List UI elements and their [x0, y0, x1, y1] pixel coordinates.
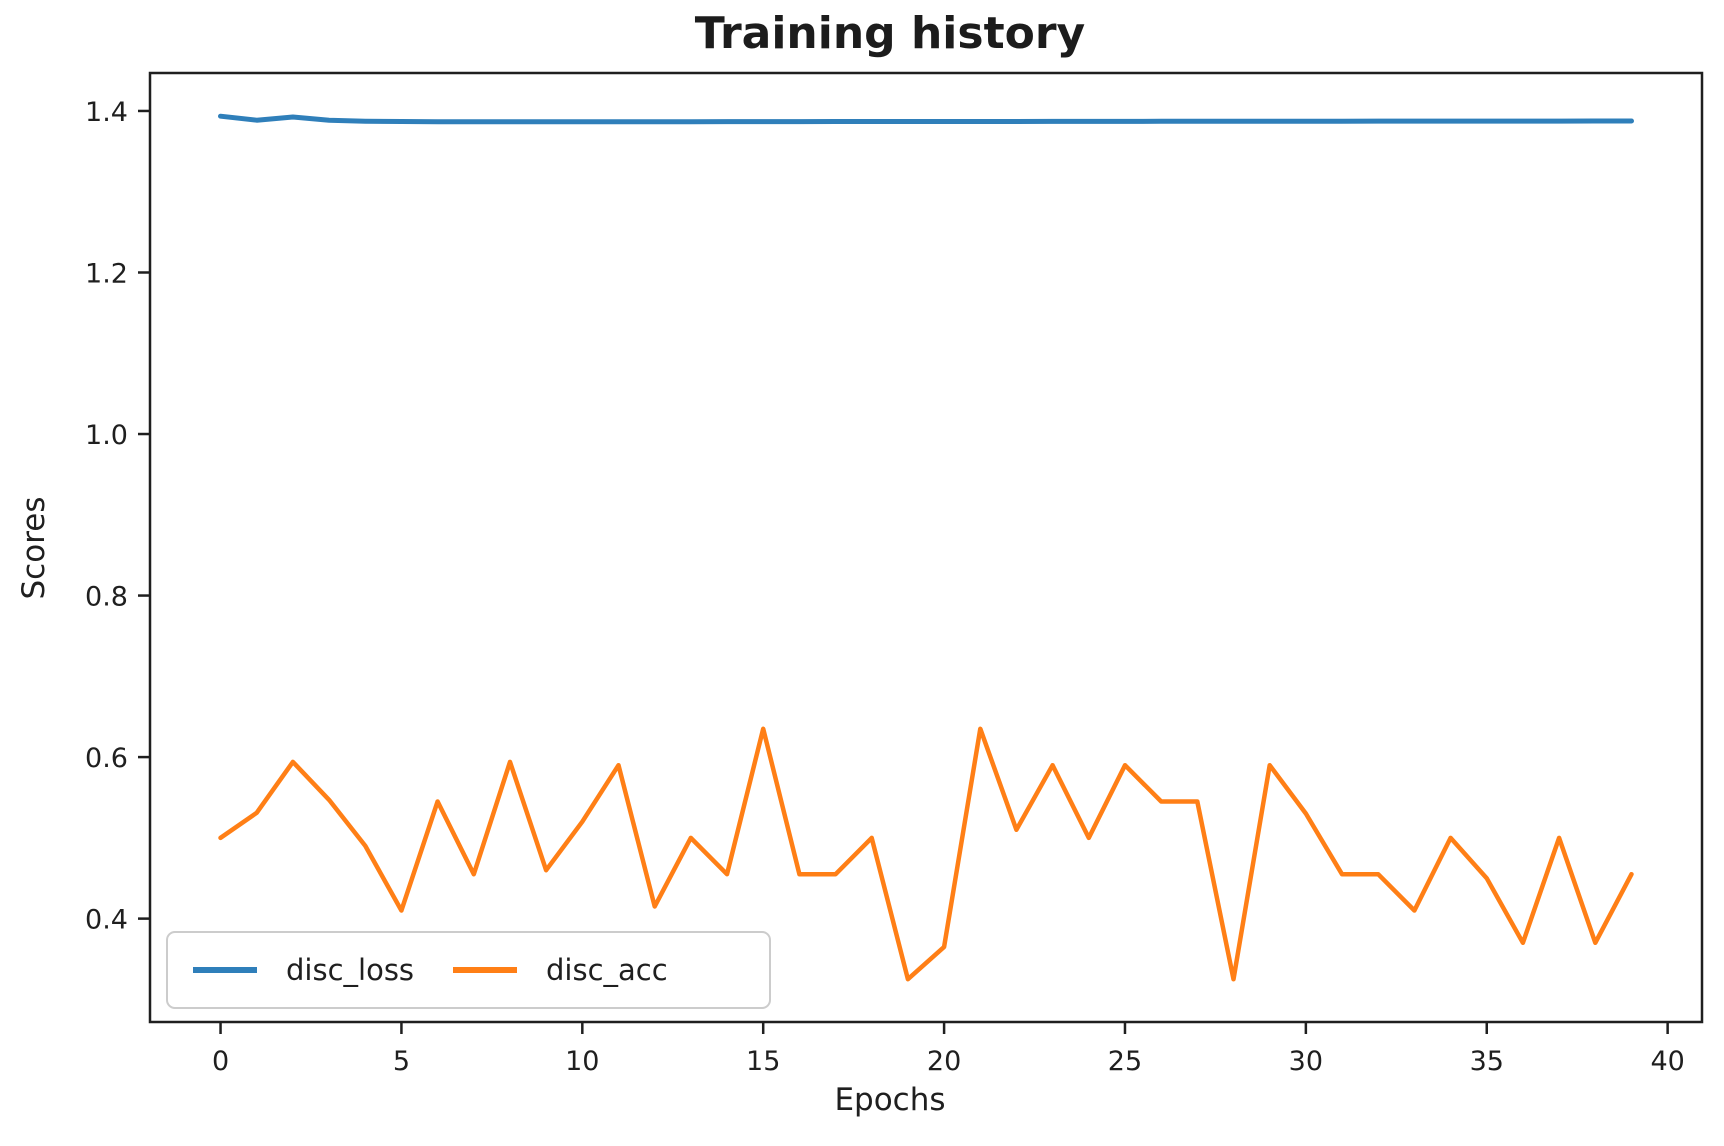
chart-title: Training history	[694, 8, 1086, 59]
x-tick-label: 20	[927, 1046, 961, 1077]
x-tick-label: 15	[746, 1046, 780, 1077]
series-line-disc_loss	[218, 113, 1634, 125]
y-tick-label: 1.0	[85, 420, 128, 451]
y-tick-label: 1.4	[85, 97, 128, 128]
x-tick-label: 30	[1289, 1046, 1323, 1077]
y-tick-label: 0.4	[85, 905, 128, 936]
y-axis-label: Scores	[16, 496, 52, 600]
x-tick-label: 35	[1470, 1046, 1504, 1077]
x-tick-label: 0	[212, 1046, 229, 1077]
x-tick-label: 25	[1108, 1046, 1142, 1077]
legend-label-disc_loss: disc_loss	[286, 953, 414, 987]
plot-area	[148, 71, 1704, 1024]
series-line-disc_acc	[218, 726, 1634, 982]
y-tick-label: 1.2	[85, 258, 128, 289]
x-tick-label: 40	[1650, 1046, 1684, 1077]
x-axis-label: Epochs	[834, 1082, 946, 1118]
x-tick-label: 5	[393, 1046, 410, 1077]
y-tick-label: 0.6	[85, 743, 128, 774]
legend-label-disc_acc: disc_acc	[546, 953, 668, 987]
y-tick-label: 0.8	[85, 582, 128, 613]
x-tick-label: 10	[565, 1046, 599, 1077]
